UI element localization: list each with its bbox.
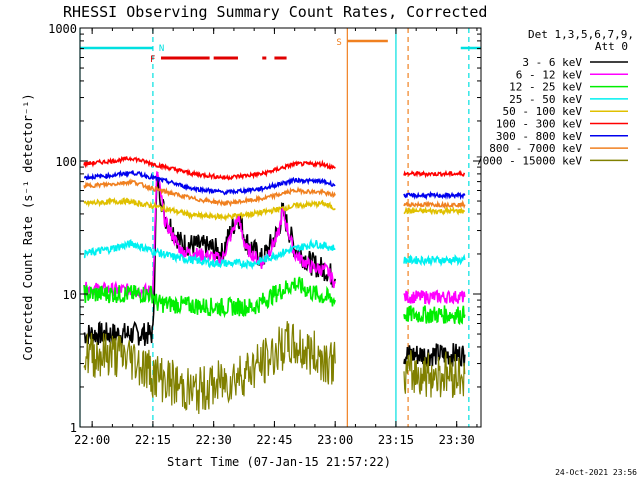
detector-info: Det 1,3,5,6,7,9, [528, 28, 634, 41]
series-800-7000-kev [83, 178, 466, 210]
x-tick-label: 23:00 [317, 433, 353, 447]
axes: 22:00 22:15 22:30 22:45 23:00 23:15 23:30 1 10 10… [48, 22, 481, 447]
y-tick-label: 1 [70, 421, 77, 435]
legend-label: 12 - 25 keV [509, 81, 582, 94]
series-trace [83, 276, 336, 319]
y-tick-label: 100 [55, 155, 77, 169]
series-trace [403, 199, 466, 210]
series-trace [83, 169, 336, 196]
legend-label: 50 - 100 keV [503, 105, 583, 118]
series-trace [403, 289, 466, 306]
y-tick-label: 10 [63, 288, 77, 302]
series-trace [83, 238, 336, 271]
series-trace [403, 350, 466, 398]
series-trace [403, 169, 466, 179]
series-trace [83, 321, 336, 415]
flag-label-n: N [159, 44, 164, 54]
series-trace [83, 178, 336, 208]
legend-label: 25 - 50 keV [509, 93, 582, 106]
x-tick-label: 22:00 [74, 433, 110, 447]
x-axis-label: Start Time (07-Jan-15 21:57:22) [167, 455, 391, 469]
legend-label: 3 - 6 keV [522, 56, 582, 69]
legend-label: 100 - 300 keV [496, 118, 582, 131]
x-tick-label: 22:45 [256, 433, 292, 447]
flag-label-s: S [336, 38, 341, 48]
series-12-25-kev [83, 276, 466, 326]
legend-label: 7000 - 15000 keV [476, 154, 582, 167]
series-trace [83, 156, 336, 181]
plot-frame [79, 27, 482, 428]
series-7000-15000-kev [83, 321, 466, 415]
timestamp: 24-Oct-2021 23:56 [555, 468, 637, 477]
x-tick-label: 23:30 [439, 433, 475, 447]
series-trace [403, 190, 466, 201]
series-100-300-kev [83, 156, 466, 181]
x-tick-label: 23:15 [378, 433, 414, 447]
legend-label: 6 - 12 keV [516, 68, 583, 81]
series-300-800-kev [83, 169, 466, 201]
series-trace [83, 197, 336, 222]
x-tick-label: 22:30 [196, 433, 232, 447]
plot-area: NF S [79, 28, 481, 427]
series-trace [403, 253, 466, 267]
legend-label: 800 - 7000 keV [489, 142, 582, 155]
series-25-50-kev [83, 238, 466, 271]
series-6-12-kev [83, 171, 466, 306]
series-50-100-kev [83, 197, 465, 222]
y-tick-label: 1000 [48, 22, 77, 36]
series-trace [403, 205, 465, 216]
series-trace [83, 171, 336, 348]
series-trace [403, 305, 466, 326]
series-trace [83, 171, 336, 299]
y-axis-label: Corrected Count Rate (s⁻¹ detector⁻¹) [21, 93, 35, 360]
attenuator-info: Att 0 [595, 40, 628, 53]
flag-label-f: F [150, 55, 155, 65]
legend-label: 300 - 800 keV [496, 130, 582, 143]
chart-title: RHESSI Observing Summary Count Rates, Co… [63, 3, 487, 21]
x-tick-label: 22:15 [135, 433, 171, 447]
